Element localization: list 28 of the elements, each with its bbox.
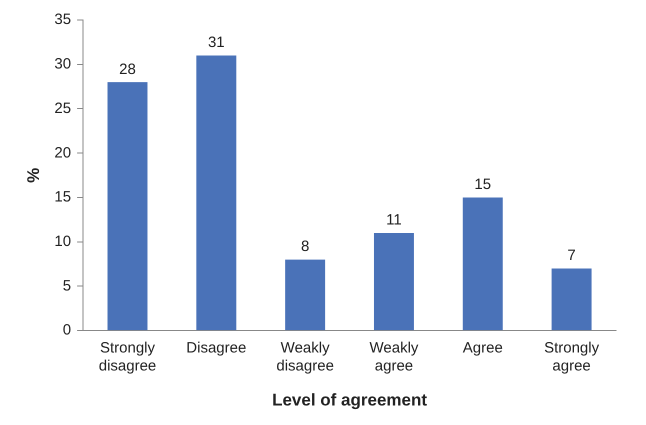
y-tick-label: 35 [54,11,72,28]
x-axis-title: Level of agreement [272,390,428,410]
data-label: 8 [300,238,310,256]
bar [374,232,414,330]
y-tick-label: 25 [54,100,72,117]
data-label: 11 [386,212,402,229]
y-tick-label: 15 [54,188,72,206]
x-tick-label: Disagree [186,340,246,357]
y-tick-label: 30 [54,56,72,73]
data-label: 31 [208,34,225,52]
y-tick-label: 20 [54,144,72,162]
bar [196,55,236,330]
bar [462,197,503,330]
data-label: 28 [119,60,136,78]
x-tick-label: Agree [462,340,503,357]
x-tick-label: Weakly disagree [276,340,334,375]
data-label: 7 [567,247,576,264]
y-tick-label: 0 [62,322,72,339]
x-tick-label: Strongly agree [544,340,600,375]
bar [285,260,326,330]
x-tick-label: Strongly disagree [98,340,156,375]
bar [552,268,592,330]
y-tick-label: 5 [62,277,72,294]
bar [108,82,148,330]
y-tick-label: 10 [54,233,72,250]
data-label: 15 [474,176,492,194]
x-tick-label: Weakly agree [370,340,419,375]
y-axis-title: % [24,168,43,183]
